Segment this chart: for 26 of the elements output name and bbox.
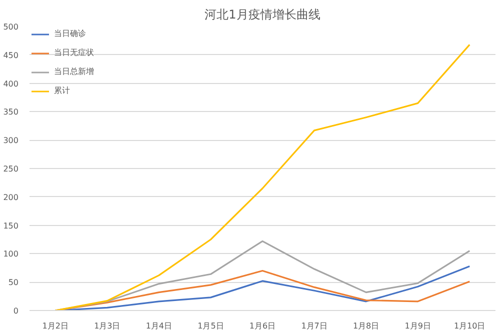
y-tick-label: 150 — [3, 221, 19, 230]
y-tick-label: 100 — [3, 250, 19, 259]
y-tick-label: 250 — [3, 164, 19, 174]
legend-label: 当日确诊 — [54, 28, 86, 39]
y-tick-label: 0 — [13, 306, 19, 316]
legend-label: 当日无症状 — [54, 47, 94, 58]
y-tick-label: 450 — [3, 50, 19, 60]
x-tick-label: 1月8日 — [352, 322, 380, 330]
x-tick-label: 1月2日 — [42, 322, 68, 330]
y-tick-label: 500 — [3, 22, 19, 32]
legend-label: 累计 — [54, 85, 71, 96]
chart-title: 河北1月疫情增长曲线 — [204, 8, 320, 22]
x-tick-label: 1月4日 — [146, 322, 172, 330]
y-tick-label: 200 — [3, 192, 19, 202]
x-tick-label: 1月9日 — [404, 322, 431, 330]
y-tick-label: 50 — [8, 278, 19, 288]
legend-label: 当日总新增 — [54, 66, 94, 77]
x-tick-label: 1月5日 — [198, 322, 224, 330]
x-tick-label: 1月6日 — [249, 322, 276, 330]
y-tick-label: 300 — [3, 136, 19, 146]
line-series — [54, 44, 470, 310]
x-tick-label: 1月7日 — [301, 322, 328, 330]
y-tick-label: 350 — [3, 108, 19, 117]
x-tick-label: 1月10日 — [454, 322, 486, 330]
y-tick-label: 400 — [3, 79, 19, 88]
x-tick-label: 1月3日 — [94, 322, 120, 330]
